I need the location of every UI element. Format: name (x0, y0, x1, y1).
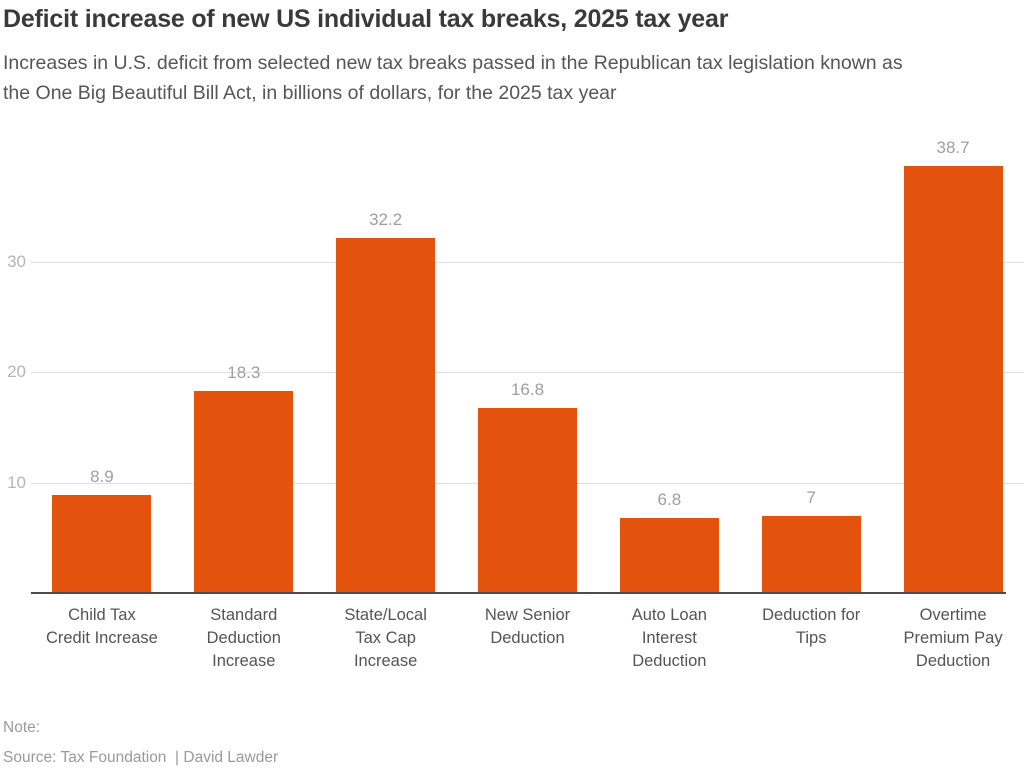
bar (52, 494, 152, 593)
category-label: State/Local Tax Cap Increase (344, 606, 427, 670)
category-label: Overtime Premium Pay Deduction (903, 606, 1003, 670)
bar (336, 237, 436, 593)
source-label: Source: Tax Foundation | David Lawder (3, 749, 279, 766)
bar (194, 391, 294, 593)
bar-value-label: 38.7 (936, 138, 970, 158)
bar-value-label: 8.9 (90, 466, 114, 486)
chart-subtitle: Increases in U.S. deficit from selected … (3, 52, 903, 104)
y-tick-label: 10 (7, 472, 26, 492)
gridline (31, 482, 1024, 484)
category-label: Child Tax Credit Increase (45, 606, 158, 647)
bar-value-label: 6.8 (657, 489, 682, 509)
bar (903, 166, 1003, 593)
bar (619, 517, 719, 593)
y-tick-label: 30 (7, 252, 26, 272)
y-tick-label: 20 (7, 362, 26, 382)
bar-value-label: 18.3 (227, 363, 261, 383)
bar-value-label: 7 (806, 487, 816, 507)
bar-value-label: 32.2 (369, 209, 403, 229)
bar (478, 407, 577, 593)
category-label: New Senior Deduction (484, 606, 571, 647)
note-label: Note: (3, 719, 41, 736)
gridline (31, 372, 1024, 374)
x-axis-line (31, 592, 1006, 594)
chart-title: Deficit increase of new US individual ta… (3, 5, 729, 33)
category-label: Standard Deduction Increase (206, 606, 281, 670)
category-label: Deduction for Tips (762, 606, 861, 647)
category-label: Auto Loan Interest Deduction (631, 606, 707, 670)
bar-value-label: 16.8 (510, 379, 545, 399)
gridline (31, 262, 1024, 264)
bar (761, 515, 861, 593)
